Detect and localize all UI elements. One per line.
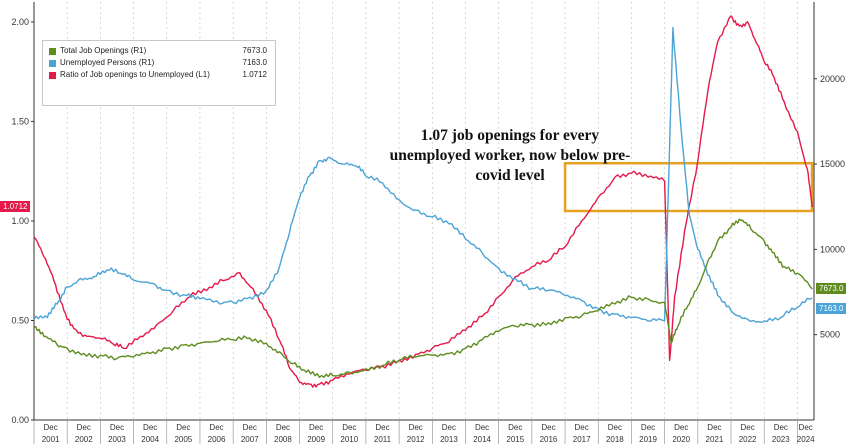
x-year-label-2014: 2014 <box>473 435 491 444</box>
x-year-label-2009: 2009 <box>307 435 325 444</box>
left-tick-label: 1.50 <box>11 116 29 126</box>
x-year-label-2007: 2007 <box>241 435 259 444</box>
x-minor-label: Dec <box>475 423 489 432</box>
annotation-text: 1.07 job openings for every unemployed w… <box>360 126 660 186</box>
left-tick-label: 0.00 <box>11 415 29 425</box>
x-minor-label: Dec <box>575 423 589 432</box>
right-tick-label: 5000 <box>820 330 840 340</box>
annotation-line-2: unemployed worker, now below pre- <box>389 147 631 164</box>
legend-label-job-openings: Total Job Openings (R1) <box>60 46 147 55</box>
x-year-label-2022: 2022 <box>739 435 757 444</box>
annotation-line-3: covid level <box>475 167 545 184</box>
x-minor-label: Dec <box>276 423 290 432</box>
legend-swatch-unemployed <box>49 60 56 67</box>
last-value-tag-unemployed: 7163.0 <box>816 302 847 314</box>
x-minor-label: Dec <box>641 423 655 432</box>
x-year-label-2018: 2018 <box>606 435 624 444</box>
right-axis: 5000 10000 15000 20000 <box>814 74 845 340</box>
right-tick-label: 20000 <box>820 74 845 84</box>
x-minor-label: Dec <box>409 423 423 432</box>
x-minor-label: Dec <box>176 423 190 432</box>
legend-entry-ratio: Ratio of Job openings to Unemployed (L1)… <box>49 69 271 81</box>
ratio-line <box>33 15 813 388</box>
left-tick-label: 0.50 <box>11 315 29 325</box>
x-year-label-2004: 2004 <box>141 435 159 444</box>
right-tick-label: 15000 <box>820 159 845 169</box>
x-year-label-2011: 2011 <box>374 435 392 444</box>
x-minor-label: Dec <box>143 423 157 432</box>
x-minor-label: Dec <box>209 423 223 432</box>
legend-label-ratio: Ratio of Job openings to Unemployed (L1) <box>60 70 210 79</box>
legend-swatch-ratio <box>49 72 56 79</box>
x-minor-label: Dec <box>508 423 522 432</box>
x-minor-label: Dec <box>43 423 57 432</box>
legend-swatch-job-openings <box>49 48 56 55</box>
x-year-label-2021: 2021 <box>706 435 724 444</box>
legend-value-ratio: 1.0712 <box>242 70 267 79</box>
x-year-label-2023: 2023 <box>772 435 790 444</box>
x-year-label-2024: 2024 <box>797 435 815 444</box>
x-minor-label: Dec <box>799 423 813 432</box>
x-year-label-2005: 2005 <box>174 435 192 444</box>
legend-value-unemployed: 7163.0 <box>242 58 267 67</box>
legend-entry-unemployed: Unemployed Persons (R1) 7163.0 <box>49 57 271 69</box>
legend-entry-job-openings: Total Job Openings (R1) 7673.0 <box>49 45 271 57</box>
left-tick-label: 2.00 <box>11 17 29 27</box>
unemployed-line <box>33 26 813 324</box>
left-tick-label: 1.00 <box>11 216 29 226</box>
plot-frame <box>33 2 815 421</box>
job-openings-line <box>33 218 813 378</box>
legend-value-job-openings: 7673.0 <box>242 46 267 55</box>
x-minor-label: Dec <box>110 423 124 432</box>
annotation-line-1: 1.07 job openings for every <box>420 127 600 144</box>
x-minor-label: Dec <box>243 423 257 432</box>
x-minor-label: Dec <box>375 423 389 432</box>
x-minor-label: Dec <box>740 423 754 432</box>
legend: Total Job Openings (R1) 7673.0 Unemploye… <box>42 40 276 106</box>
x-year-label-2013: 2013 <box>440 435 458 444</box>
x-year-label-2001: 2001 <box>42 435 60 444</box>
series-layer <box>33 15 813 388</box>
x-year-label-2019: 2019 <box>639 435 657 444</box>
x-minor-label: Dec <box>342 423 356 432</box>
x-year-label-2010: 2010 <box>340 435 358 444</box>
x-year-label-2006: 2006 <box>208 435 226 444</box>
x-year-label-2015: 2015 <box>506 435 524 444</box>
x-year-label-2016: 2016 <box>540 435 558 444</box>
x-year-label-2003: 2003 <box>108 435 126 444</box>
x-axis: Dec 2001 Dec 2002 Dec 2003 Dec 2004 Dec 2005 Dec 20… <box>33 420 815 444</box>
legend-label-unemployed: Unemployed Persons (R1) <box>60 58 155 67</box>
x-year-label-2012: 2012 <box>407 435 425 444</box>
x-minor-label: Dec <box>774 423 788 432</box>
x-minor-label: Dec <box>608 423 622 432</box>
x-year-label-2008: 2008 <box>274 435 292 444</box>
x-minor-label: Dec <box>442 423 456 432</box>
x-year-label-2020: 2020 <box>672 435 690 444</box>
left-axis: 0.00 0.50 1.00 1.50 2.00 <box>11 17 34 425</box>
x-minor-label: Dec <box>674 423 688 432</box>
x-minor-label: Dec <box>309 423 323 432</box>
x-minor-label: Dec <box>707 423 721 432</box>
x-year-label-2017: 2017 <box>573 435 591 444</box>
last-value-tag-ratio: 1.0712 <box>0 200 31 212</box>
last-value-tag-job-openings: 7673.0 <box>816 283 847 295</box>
x-minor-label: Dec <box>77 423 91 432</box>
x-minor-label: Dec <box>541 423 555 432</box>
x-year-label-2002: 2002 <box>75 435 93 444</box>
right-tick-label: 10000 <box>820 244 845 254</box>
